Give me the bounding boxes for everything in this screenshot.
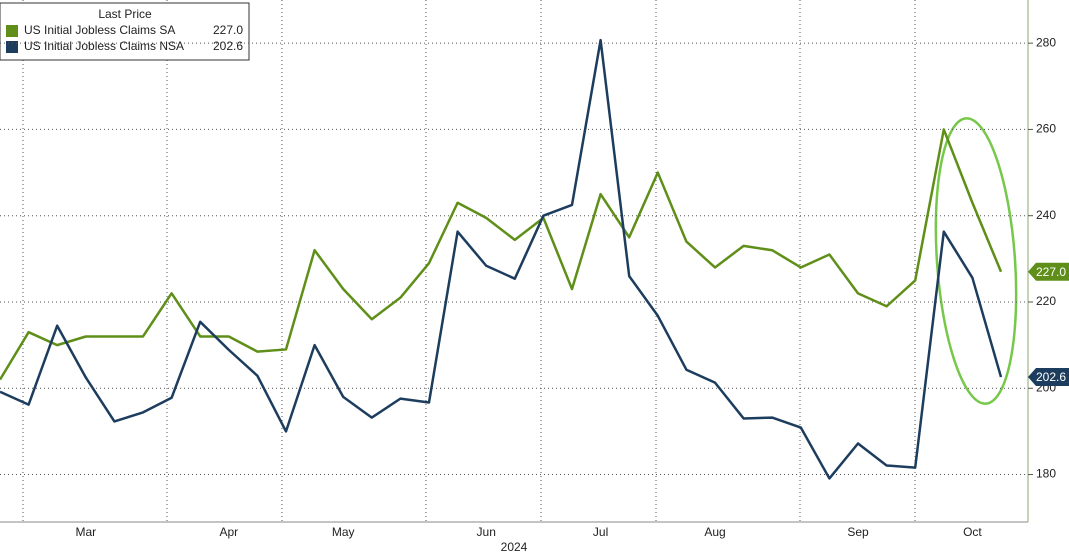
legend-label: US Initial Jobless Claims NSA — [24, 39, 184, 53]
y-tick-label: 180 — [1036, 467, 1056, 481]
last-value-label: 202.6 — [1036, 370, 1066, 384]
y-tick-label: 240 — [1036, 208, 1056, 222]
x-tick-label: Jun — [477, 525, 496, 539]
y-tick-label: 260 — [1036, 122, 1056, 136]
series-line — [0, 128, 1003, 381]
x-tick-label: Oct — [963, 525, 982, 539]
legend-label: US Initial Jobless Claims SA — [24, 23, 175, 37]
x-tick-label: Mar — [75, 525, 96, 539]
legend-value: 202.6 — [213, 39, 243, 53]
y-tick-label: 220 — [1036, 294, 1056, 308]
last-value-tag — [1028, 368, 1069, 387]
x-axis-label: 2024 — [501, 540, 528, 554]
series-line — [0, 38, 1003, 480]
x-tick-label: Aug — [704, 525, 725, 539]
legend-value: 227.0 — [213, 23, 243, 37]
legend-box — [0, 2, 250, 61]
x-tick-label: Jul — [593, 525, 608, 539]
legend-swatch — [6, 41, 18, 53]
last-value-label: 227.0 — [1036, 265, 1066, 279]
legend-title: Last Price — [98, 7, 152, 21]
x-tick-label: May — [332, 525, 355, 539]
legend-swatch — [6, 25, 18, 37]
x-tick-label: Apr — [219, 525, 238, 539]
y-tick-label: 280 — [1036, 35, 1056, 49]
month-separators — [22, 0, 916, 522]
last-value-tag — [1028, 262, 1069, 281]
x-tick-label: Sep — [847, 525, 869, 539]
legend: Last Price US Initial Jobless Claims SA 2… — [0, 2, 250, 61]
highlight-ellipse — [934, 117, 1018, 405]
